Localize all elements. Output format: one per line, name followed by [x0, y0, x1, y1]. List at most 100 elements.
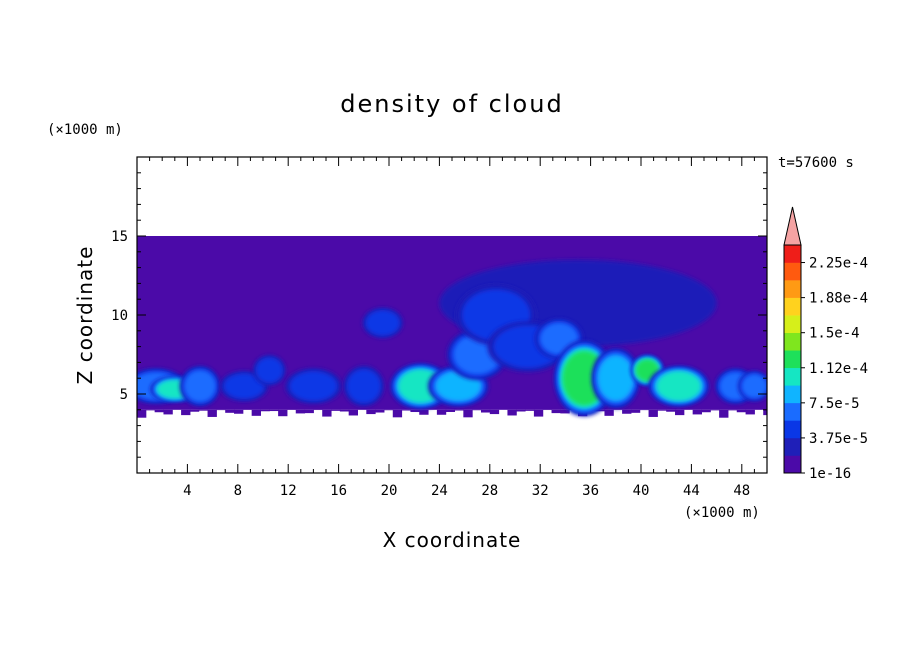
cloud-base-segment: [207, 409, 217, 417]
density-contour-blob: [597, 355, 634, 401]
cloud-base-segment: [419, 409, 429, 415]
cloud-base-segment: [489, 409, 500, 415]
colorbar-band: [784, 297, 801, 316]
colorbar-band: [784, 245, 801, 263]
cloud-base-segment: [745, 409, 755, 415]
density-contour-blob: [365, 310, 400, 336]
chart-title: density of cloud: [340, 90, 563, 118]
x-tick-label: 32: [532, 483, 549, 499]
colorbar: 1e-16 3.75e-5 7.5e-5 1.12e-4 1.5e-4 1.88e-4 2.…: [783, 206, 868, 482]
x-tick-label: 40: [633, 483, 650, 499]
colorbar-extend-arrow: [783, 206, 802, 246]
cloud-base-segment: [595, 409, 605, 412]
colorbar-band: [784, 455, 801, 474]
x-tick-label: 48: [733, 483, 750, 499]
y-tick-label: 5: [120, 387, 128, 403]
cloud-base-segment: [251, 409, 261, 416]
cloud-base-segment: [137, 409, 147, 418]
colorbar-band: [784, 350, 801, 369]
density-contour-blob: [346, 368, 381, 404]
cloud-base-segment: [727, 409, 738, 411]
density-contour-blob: [255, 357, 284, 384]
colorbar-label: 1.5e-4: [809, 326, 860, 342]
cloud-base-segment: [375, 409, 385, 413]
cloud-base-segment: [401, 409, 411, 411]
x-axis-title: X coordinate: [383, 528, 522, 552]
cloud-base-segment: [181, 409, 191, 416]
cloud-base-segment: [295, 409, 306, 414]
cloud-base-segment: [145, 409, 156, 411]
colorbar-band: [784, 402, 801, 421]
cloud-base-segment: [260, 409, 270, 412]
cloud-base-segment: [445, 409, 456, 412]
cloud-base-segment: [551, 409, 561, 414]
cloud-base-segment: [516, 409, 526, 412]
cloud-base-segment: [675, 409, 685, 416]
density-contour-blob: [289, 371, 338, 402]
x-tick-label: 20: [381, 483, 398, 499]
cloud-base-segment: [666, 409, 676, 412]
cloud-base-segment: [154, 409, 164, 413]
x-tick-label: 36: [582, 483, 599, 499]
colorbar-label: 1e-16: [809, 466, 851, 482]
colorbar-band: [784, 420, 801, 439]
colorbar-label: 2.25e-4: [809, 256, 868, 272]
cloud-base-segment: [507, 409, 517, 416]
cloud-base-segment: [392, 409, 403, 418]
cloud-base-segment: [710, 409, 720, 411]
cloud-base-segment: [304, 409, 314, 414]
cloud-base-segment: [480, 409, 491, 413]
cloud-base-segment: [198, 409, 209, 411]
cloud-base-segment: [701, 409, 711, 413]
y-axis-title: Z coordinate: [73, 246, 97, 385]
cloud-base-segment: [560, 409, 570, 414]
cloud-base-segment: [366, 409, 376, 415]
colorbar-label: 1.12e-4: [809, 361, 868, 377]
x-tick-label: 4: [183, 483, 191, 499]
x-tick-label: 16: [330, 483, 347, 499]
cloud-base-segment: [339, 409, 350, 412]
cloud-base-segment: [533, 409, 544, 417]
colorbar-band: [784, 262, 801, 281]
colorbar-frame: [783, 244, 802, 474]
cloud-base-segment: [763, 409, 767, 416]
cloud-base-segment: [604, 409, 614, 416]
colorbar-band: [784, 280, 801, 298]
cloud-base-segment: [630, 409, 641, 413]
x-unit-label: (×1000 m): [684, 505, 760, 521]
density-contour-blob: [223, 373, 265, 399]
density-field: [137, 236, 767, 418]
cloud-base-segment: [348, 409, 358, 416]
colorbar-band: [784, 437, 801, 456]
colorbar-band: [784, 385, 801, 404]
colorbar-band: [784, 332, 801, 351]
y-unit-label: (×1000 m): [47, 122, 123, 138]
cloud-base-segment: [189, 409, 200, 412]
density-contour-blob: [741, 374, 767, 399]
y-tick-label: 10: [111, 308, 128, 324]
x-tick-label: 44: [683, 483, 700, 499]
cloud-base-segment: [692, 409, 702, 415]
x-tick-label: 24: [431, 483, 448, 499]
x-tick-label: 28: [481, 483, 498, 499]
time-label: t=57600 s: [778, 155, 854, 171]
cloud-base-segment: [225, 409, 235, 413]
cloud-base-segment: [410, 409, 420, 412]
cloud-base-segment: [269, 409, 279, 412]
colorbar-label: 7.5e-5: [809, 396, 860, 412]
cloud-base-segment: [525, 409, 535, 411]
colorbar-band: [784, 367, 801, 386]
colorbar-label: 1.88e-4: [809, 291, 868, 307]
cloud-base-segment: [657, 409, 667, 411]
x-tick-label: 8: [234, 483, 242, 499]
plot-area: [137, 157, 767, 473]
cloud-base-segment: [234, 409, 244, 414]
y-tick-label: 15: [111, 229, 128, 245]
cloud-base-segment: [622, 409, 632, 414]
colorbar-band: [784, 315, 801, 333]
cloud-base-segment: [163, 409, 173, 415]
cloud-base-segment: [278, 409, 288, 417]
cloud-base-segment: [719, 409, 729, 418]
cloud-base-segment: [436, 409, 447, 415]
